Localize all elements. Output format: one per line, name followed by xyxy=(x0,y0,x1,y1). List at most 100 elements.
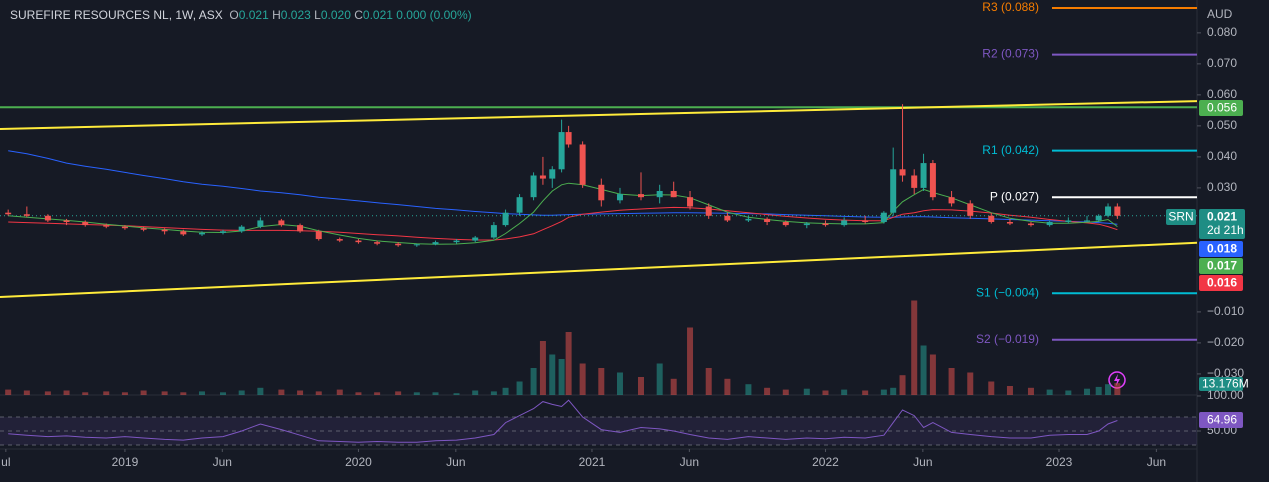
candle-body xyxy=(1095,215,1102,221)
candle-body xyxy=(180,231,187,235)
volume-bar xyxy=(530,368,537,395)
candle-body xyxy=(616,194,623,201)
volume-bar xyxy=(180,392,187,395)
candle-body xyxy=(920,163,927,188)
volume-bar xyxy=(745,384,752,395)
x-tick-label: ul xyxy=(1,455,10,469)
y-tick-label: 0.040 xyxy=(1207,149,1237,163)
candle-body xyxy=(539,175,546,179)
volume-bar xyxy=(82,392,89,395)
x-tick-label: 2021 xyxy=(579,455,606,469)
volume-label: 13.176M xyxy=(1202,377,1249,391)
volume-bar xyxy=(670,378,677,395)
candle-body xyxy=(841,220,848,226)
candle-body xyxy=(5,212,12,215)
candle-body xyxy=(413,244,420,246)
candle-body xyxy=(44,215,51,221)
candle-body xyxy=(911,175,918,188)
ma-badge xyxy=(1199,275,1243,291)
candle-body xyxy=(23,214,30,216)
candle-body xyxy=(803,223,810,226)
volume-bar xyxy=(565,332,572,395)
volume-bar xyxy=(374,392,381,395)
ma-badge-label: 0.017 xyxy=(1207,259,1237,273)
volume-bar xyxy=(103,391,110,395)
candle-body xyxy=(598,184,605,201)
volume-badge xyxy=(1199,377,1243,391)
candle-body xyxy=(395,243,402,246)
volume-bar xyxy=(803,388,810,395)
candle-body xyxy=(1105,206,1112,216)
candle-body xyxy=(687,197,694,207)
currency: AUD xyxy=(1207,7,1233,21)
ohlc-value: 0.021 xyxy=(239,8,269,22)
candle-body xyxy=(161,229,168,232)
volume-bar xyxy=(705,368,712,395)
volume-bar xyxy=(336,389,343,395)
candle-body xyxy=(724,215,731,221)
candle-body xyxy=(140,228,147,230)
volume-bar xyxy=(44,391,51,395)
volume-bar xyxy=(198,391,205,395)
candle-body xyxy=(579,144,586,185)
ohlc-key: O xyxy=(229,8,238,22)
volume-bar xyxy=(911,300,918,395)
ohlc-value: 0.020 xyxy=(321,8,351,22)
volume-bar xyxy=(516,381,523,395)
candle-body xyxy=(1046,221,1053,226)
candle-body xyxy=(82,221,89,226)
x-tick-label: Jun xyxy=(446,455,465,469)
trendline xyxy=(0,241,1198,299)
y-tick-label: −0.010 xyxy=(1207,304,1244,318)
pivot-label: S1 (−0.004) xyxy=(976,285,1039,299)
volume-bar xyxy=(490,391,497,395)
rsi-tick-label: 100.00 xyxy=(1207,388,1244,402)
volume-bar xyxy=(656,363,663,395)
x-tick-label: 2022 xyxy=(812,455,839,469)
y-tick-label: −0.020 xyxy=(1207,335,1244,349)
candle-body xyxy=(278,220,285,226)
ohlc-value: 0.023 xyxy=(281,8,311,22)
volume-bar xyxy=(579,363,586,395)
candle-body xyxy=(705,206,712,216)
moving-average xyxy=(8,206,1118,241)
volume-bar xyxy=(1065,390,1072,395)
x-tick-label: Jun xyxy=(213,455,232,469)
volume-bar xyxy=(23,390,30,395)
level-badge-label: 0.056 xyxy=(1207,101,1237,115)
volume-bar xyxy=(315,391,322,395)
candle-body xyxy=(637,194,644,198)
volume-bar xyxy=(549,354,556,395)
symbol-badge xyxy=(1166,209,1196,225)
volume-bar xyxy=(140,390,147,395)
volume-bar xyxy=(616,372,623,395)
pivot-label: R1 (0.042) xyxy=(982,143,1039,157)
candle-body xyxy=(988,215,995,222)
volume-bar xyxy=(929,354,936,395)
candle-body xyxy=(315,231,322,240)
candle-body xyxy=(1065,220,1072,222)
ohlc-value: 0.021 xyxy=(363,8,393,22)
candle-body xyxy=(121,226,128,229)
candle-body xyxy=(238,226,245,232)
volume-bar xyxy=(724,378,731,395)
volume-bar xyxy=(257,387,264,395)
volume-bar xyxy=(1027,387,1034,395)
volume-bar xyxy=(687,327,694,395)
pivot-label: R2 (0.073) xyxy=(982,47,1039,61)
volume-bar xyxy=(238,390,245,395)
countdown: 2d 21h xyxy=(1207,223,1244,237)
x-tick-label: 2023 xyxy=(1046,455,1073,469)
volume-bar xyxy=(598,368,605,395)
volume-bar xyxy=(432,392,439,395)
volume-bar xyxy=(890,387,897,395)
pivot-label: S2 (−0.019) xyxy=(976,332,1039,346)
volume-bar xyxy=(862,390,869,395)
candle-body xyxy=(502,212,509,226)
candle-body xyxy=(745,218,752,221)
volume-bar xyxy=(121,392,128,395)
rsi-badge xyxy=(1199,412,1243,428)
volume-bar xyxy=(841,389,848,395)
